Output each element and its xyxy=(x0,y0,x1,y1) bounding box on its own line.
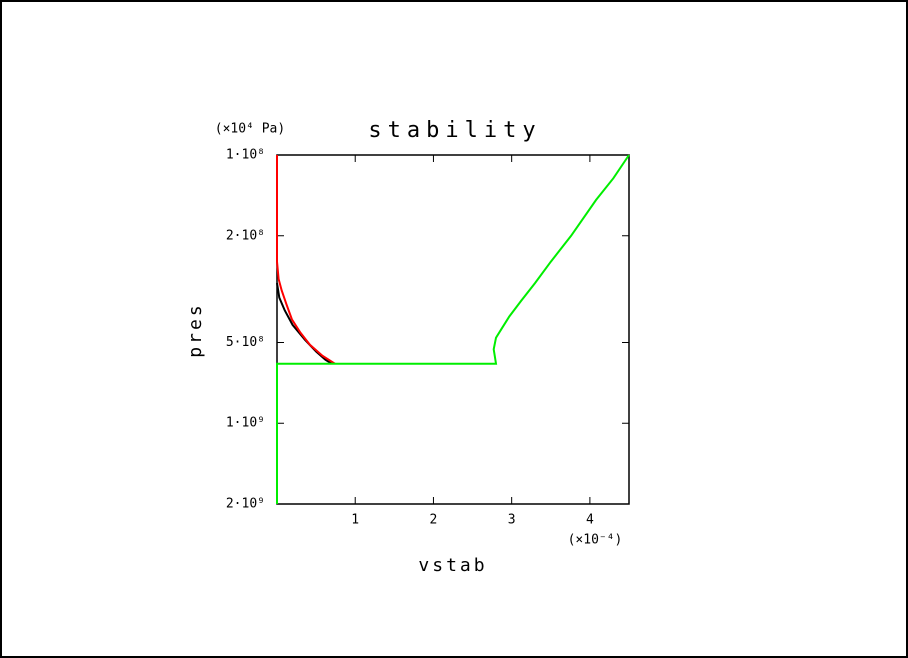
x-tick-label: 1 xyxy=(351,513,359,528)
x-tick-label: 4 xyxy=(586,513,594,528)
plot-border xyxy=(276,154,630,505)
x-unit-label: (×10⁻⁴) xyxy=(568,533,623,548)
x-tick-label: 2 xyxy=(430,513,438,528)
x-axis-label: vstab xyxy=(418,555,487,576)
y-tick-label: 1·10⁸ xyxy=(226,148,265,163)
x-tick-label: 3 xyxy=(508,513,516,528)
y-tick-label: 2·10⁸ xyxy=(226,228,265,243)
y-unit-label: (×10⁴ Pa) xyxy=(215,122,285,137)
series-line xyxy=(276,282,333,365)
y-tick-label: 2·10⁹ xyxy=(226,497,265,512)
y-tick-label: 5·10⁸ xyxy=(226,335,265,350)
y-tick-label: 1·10⁹ xyxy=(226,416,265,431)
chart-title: stability xyxy=(368,118,541,143)
y-axis-label: pres xyxy=(185,302,206,357)
series-line xyxy=(276,154,630,504)
series-line xyxy=(276,155,336,365)
